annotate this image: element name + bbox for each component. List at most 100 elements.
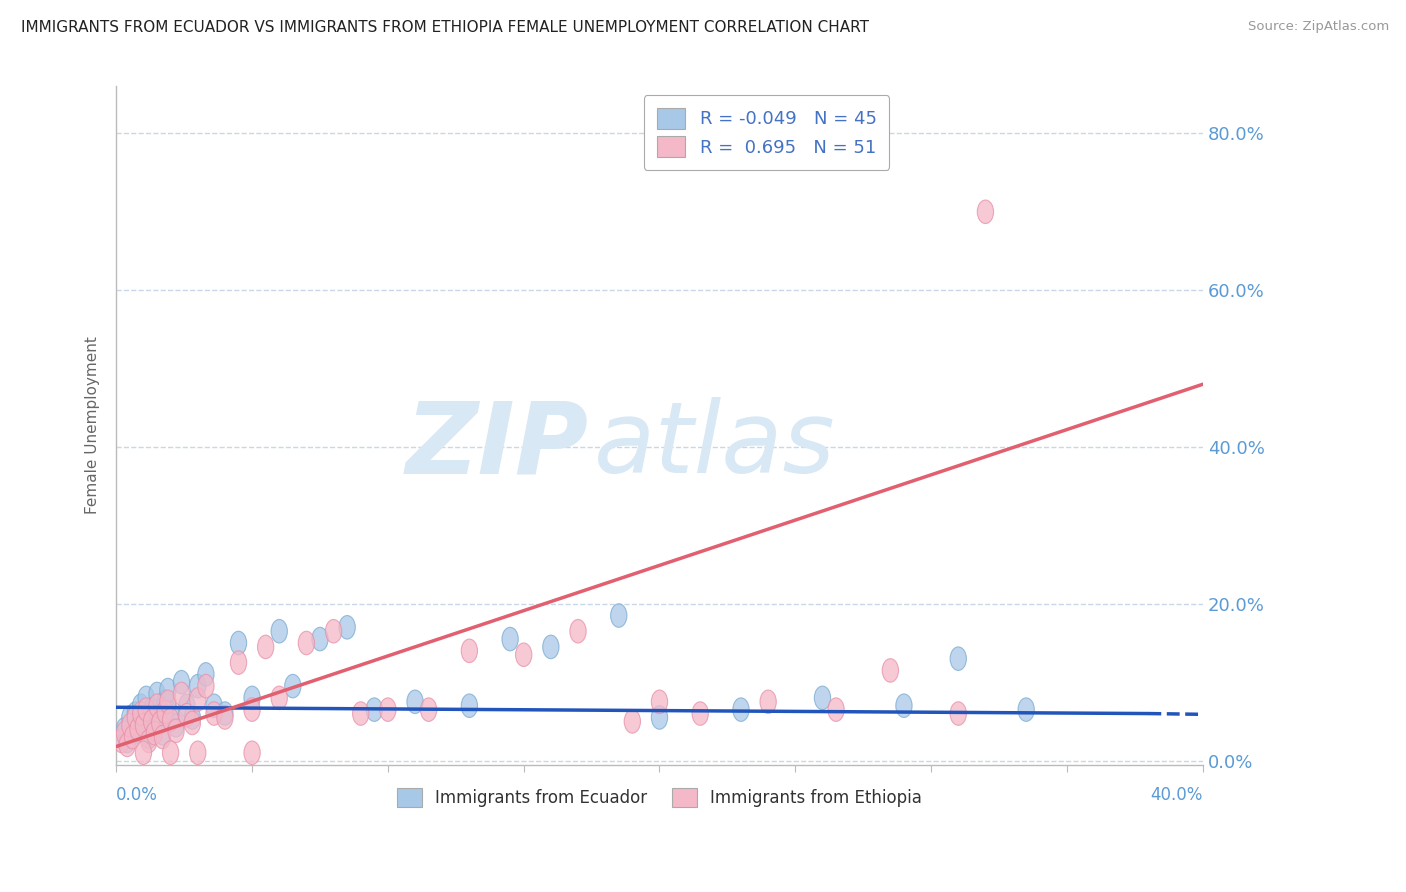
Ellipse shape [190,688,205,711]
Ellipse shape [155,725,170,748]
Ellipse shape [828,698,844,722]
Ellipse shape [122,714,138,737]
Ellipse shape [651,706,668,730]
Ellipse shape [184,711,201,735]
Text: atlas: atlas [595,397,837,494]
Ellipse shape [114,730,129,753]
Ellipse shape [179,694,195,717]
Ellipse shape [284,674,301,698]
Ellipse shape [141,730,157,753]
Y-axis label: Female Unemployment: Female Unemployment [86,336,100,515]
Ellipse shape [325,619,342,643]
Ellipse shape [190,674,205,698]
Ellipse shape [257,635,274,658]
Ellipse shape [692,702,709,725]
Ellipse shape [155,722,170,745]
Ellipse shape [624,710,641,733]
Text: ZIP: ZIP [406,397,589,494]
Ellipse shape [132,694,149,717]
Ellipse shape [146,722,163,745]
Ellipse shape [160,678,176,702]
Ellipse shape [761,690,776,714]
Ellipse shape [120,733,135,756]
Ellipse shape [120,730,135,753]
Ellipse shape [127,706,143,730]
Ellipse shape [420,698,437,722]
Ellipse shape [117,722,132,745]
Ellipse shape [114,725,129,748]
Ellipse shape [502,627,519,651]
Ellipse shape [138,686,155,710]
Ellipse shape [132,702,149,725]
Ellipse shape [184,706,201,730]
Ellipse shape [167,714,184,737]
Ellipse shape [129,717,146,741]
Ellipse shape [163,708,179,731]
Ellipse shape [167,719,184,742]
Ellipse shape [157,700,173,723]
Ellipse shape [298,632,315,655]
Text: 40.0%: 40.0% [1150,787,1202,805]
Ellipse shape [124,722,141,745]
Ellipse shape [160,690,176,714]
Ellipse shape [569,619,586,643]
Ellipse shape [122,706,138,730]
Ellipse shape [243,686,260,710]
Ellipse shape [205,694,222,717]
Ellipse shape [173,682,190,706]
Ellipse shape [651,690,668,714]
Ellipse shape [882,658,898,682]
Ellipse shape [231,651,246,674]
Ellipse shape [271,686,287,710]
Ellipse shape [461,639,478,663]
Ellipse shape [141,725,157,748]
Ellipse shape [243,741,260,764]
Ellipse shape [217,706,233,730]
Ellipse shape [733,698,749,722]
Ellipse shape [406,690,423,714]
Ellipse shape [143,710,160,733]
Ellipse shape [173,671,190,694]
Ellipse shape [271,619,287,643]
Text: 0.0%: 0.0% [117,787,157,805]
Ellipse shape [243,698,260,722]
Ellipse shape [124,725,141,748]
Ellipse shape [217,702,233,725]
Ellipse shape [198,663,214,686]
Ellipse shape [117,717,132,741]
Legend: Immigrants from Ecuador, Immigrants from Ethiopia: Immigrants from Ecuador, Immigrants from… [389,781,929,814]
Ellipse shape [157,690,173,714]
Ellipse shape [190,741,205,764]
Ellipse shape [516,643,531,666]
Ellipse shape [461,694,478,717]
Ellipse shape [610,604,627,627]
Ellipse shape [138,698,155,722]
Ellipse shape [179,704,195,727]
Ellipse shape [543,635,560,658]
Ellipse shape [1018,698,1035,722]
Ellipse shape [135,714,152,737]
Ellipse shape [163,702,179,725]
Ellipse shape [163,741,179,764]
Ellipse shape [312,627,328,651]
Ellipse shape [135,710,152,733]
Ellipse shape [135,741,152,764]
Ellipse shape [366,698,382,722]
Ellipse shape [950,702,966,725]
Ellipse shape [896,694,912,717]
Ellipse shape [339,615,356,639]
Ellipse shape [231,632,246,655]
Ellipse shape [198,674,214,698]
Ellipse shape [149,682,165,706]
Ellipse shape [149,694,165,717]
Ellipse shape [143,698,160,722]
Ellipse shape [977,200,994,224]
Ellipse shape [146,717,163,741]
Ellipse shape [127,702,143,725]
Text: IMMIGRANTS FROM ECUADOR VS IMMIGRANTS FROM ETHIOPIA FEMALE UNEMPLOYMENT CORRELAT: IMMIGRANTS FROM ECUADOR VS IMMIGRANTS FR… [21,20,869,35]
Ellipse shape [814,686,831,710]
Ellipse shape [950,647,966,671]
Ellipse shape [152,706,167,730]
Ellipse shape [353,702,368,725]
Ellipse shape [129,714,146,737]
